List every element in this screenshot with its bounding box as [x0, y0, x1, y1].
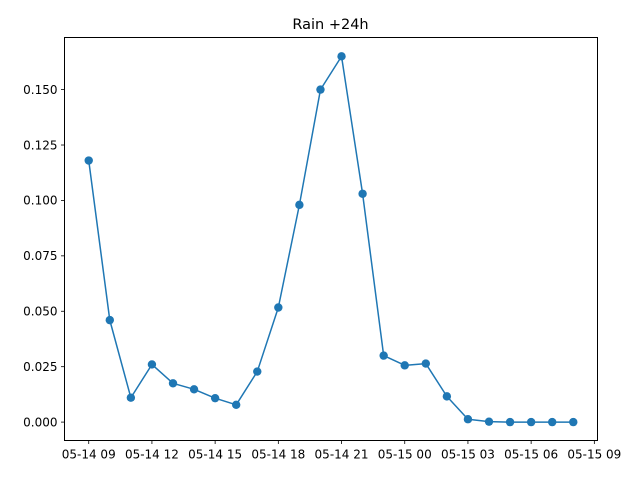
data-point [421, 359, 431, 368]
chart-title: Rain +24h [292, 17, 368, 33]
data-point [463, 415, 473, 424]
x-tick-label: 05-14 12 [125, 448, 179, 462]
y-tick-label: 0.025 [23, 360, 57, 374]
data-point [569, 417, 578, 427]
y-tick-label: 0.100 [23, 194, 57, 208]
x-tick-label: 05-14 09 [62, 448, 116, 462]
data-point [484, 417, 494, 426]
x-tick-label: 05-15 03 [441, 448, 495, 462]
data-point [295, 200, 304, 210]
y-tick-label: 0.050 [23, 305, 57, 319]
plot-area: 0.000 0.025 0.050 0.075 0.100 0.125 0.150 05-14… [23, 52, 621, 462]
data-point [505, 417, 515, 427]
data-point [168, 379, 178, 388]
y-tick-label: 0.125 [23, 138, 57, 152]
data-point [126, 393, 136, 402]
data-point [274, 303, 283, 312]
x-tick-label: 05-14 21 [315, 448, 369, 462]
x-tick-label: 05-14 15 [188, 448, 242, 462]
data-point [210, 393, 220, 403]
data-point [379, 351, 388, 360]
y-tick-label: 0.150 [23, 83, 57, 97]
data-point [147, 360, 157, 369]
data-point [442, 392, 452, 401]
y-tick-label: 0.000 [23, 415, 57, 429]
x-tick-label: 05-14 18 [251, 448, 305, 462]
data-point [358, 189, 367, 198]
y-tick-label: 0.075 [23, 249, 57, 263]
x-tick-label: 05-15 06 [504, 448, 558, 462]
data-point [316, 85, 325, 94]
data-point [337, 52, 346, 61]
data-point [231, 400, 241, 410]
data-point [189, 385, 199, 394]
data-point [105, 315, 114, 325]
x-tick-label: 05-15 00 [378, 448, 432, 462]
data-point [548, 417, 557, 427]
data-point [253, 367, 262, 376]
data-point [84, 156, 93, 165]
data-point [400, 361, 409, 370]
data-point [526, 417, 536, 427]
axes-frame [64, 37, 598, 441]
x-tick-label: 05-15 09 [567, 448, 621, 462]
